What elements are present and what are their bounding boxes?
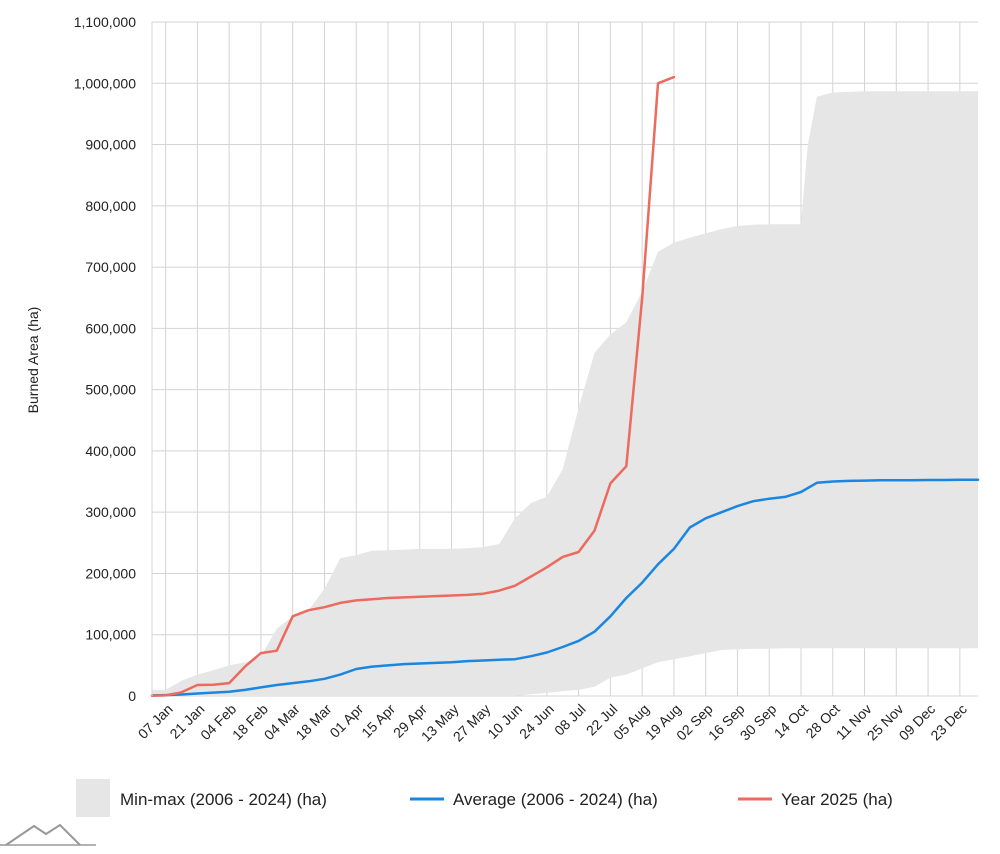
legend-item: Min-max (2006 - 2024) (ha) [76, 779, 327, 817]
legend-swatch-box [76, 779, 110, 817]
x-tick-label: 07 Jan [135, 701, 176, 742]
x-tick-label: 01 Apr [326, 701, 366, 741]
legend-label: Year 2025 (ha) [781, 790, 893, 809]
y-tick-label: 1,100,000 [74, 14, 136, 30]
y-tick-label: 1,000,000 [74, 75, 136, 91]
y-tick-label: 900,000 [85, 137, 136, 153]
y-tick-label: 800,000 [85, 198, 136, 214]
y-tick-label: 700,000 [85, 259, 136, 275]
legend-item: Average (2006 - 2024) (ha) [410, 790, 658, 809]
y-tick-label: 500,000 [85, 382, 136, 398]
legend-label: Average (2006 - 2024) (ha) [453, 790, 658, 809]
mountain-logo-icon [0, 823, 96, 846]
y-tick-label: 300,000 [85, 504, 136, 520]
legend-label: Min-max (2006 - 2024) (ha) [120, 790, 327, 809]
y-tick-label: 400,000 [85, 443, 136, 459]
band-layer [152, 91, 978, 696]
x-tick-label: 08 Jul [551, 701, 589, 739]
x-tick-label: 10 Jun [484, 701, 525, 742]
x-tick-label: 14 Oct [771, 701, 812, 742]
y-tick-label: 0 [128, 688, 136, 704]
line-layer [150, 75, 980, 697]
legend: Min-max (2006 - 2024) (ha) Average (2006 … [76, 779, 893, 817]
x-tick-label: 15 Apr [358, 701, 398, 741]
y-axis-label: Burned Area (ha) [25, 307, 41, 414]
x-tick-label: 18 Mar [292, 701, 334, 743]
y-tick-label: 100,000 [85, 627, 136, 643]
x-tick-label: 23 Dec [927, 701, 970, 744]
x-tick-label: 24 Jun [516, 701, 557, 742]
year-2025-line [150, 75, 676, 697]
min-max-band [152, 91, 978, 696]
average-line [150, 478, 980, 697]
x-tick-label: 30 Sep [737, 701, 780, 744]
legend-item: Year 2025 (ha) [738, 790, 893, 809]
y-tick-label: 200,000 [85, 565, 136, 581]
y-tick-label: 600,000 [85, 320, 136, 336]
